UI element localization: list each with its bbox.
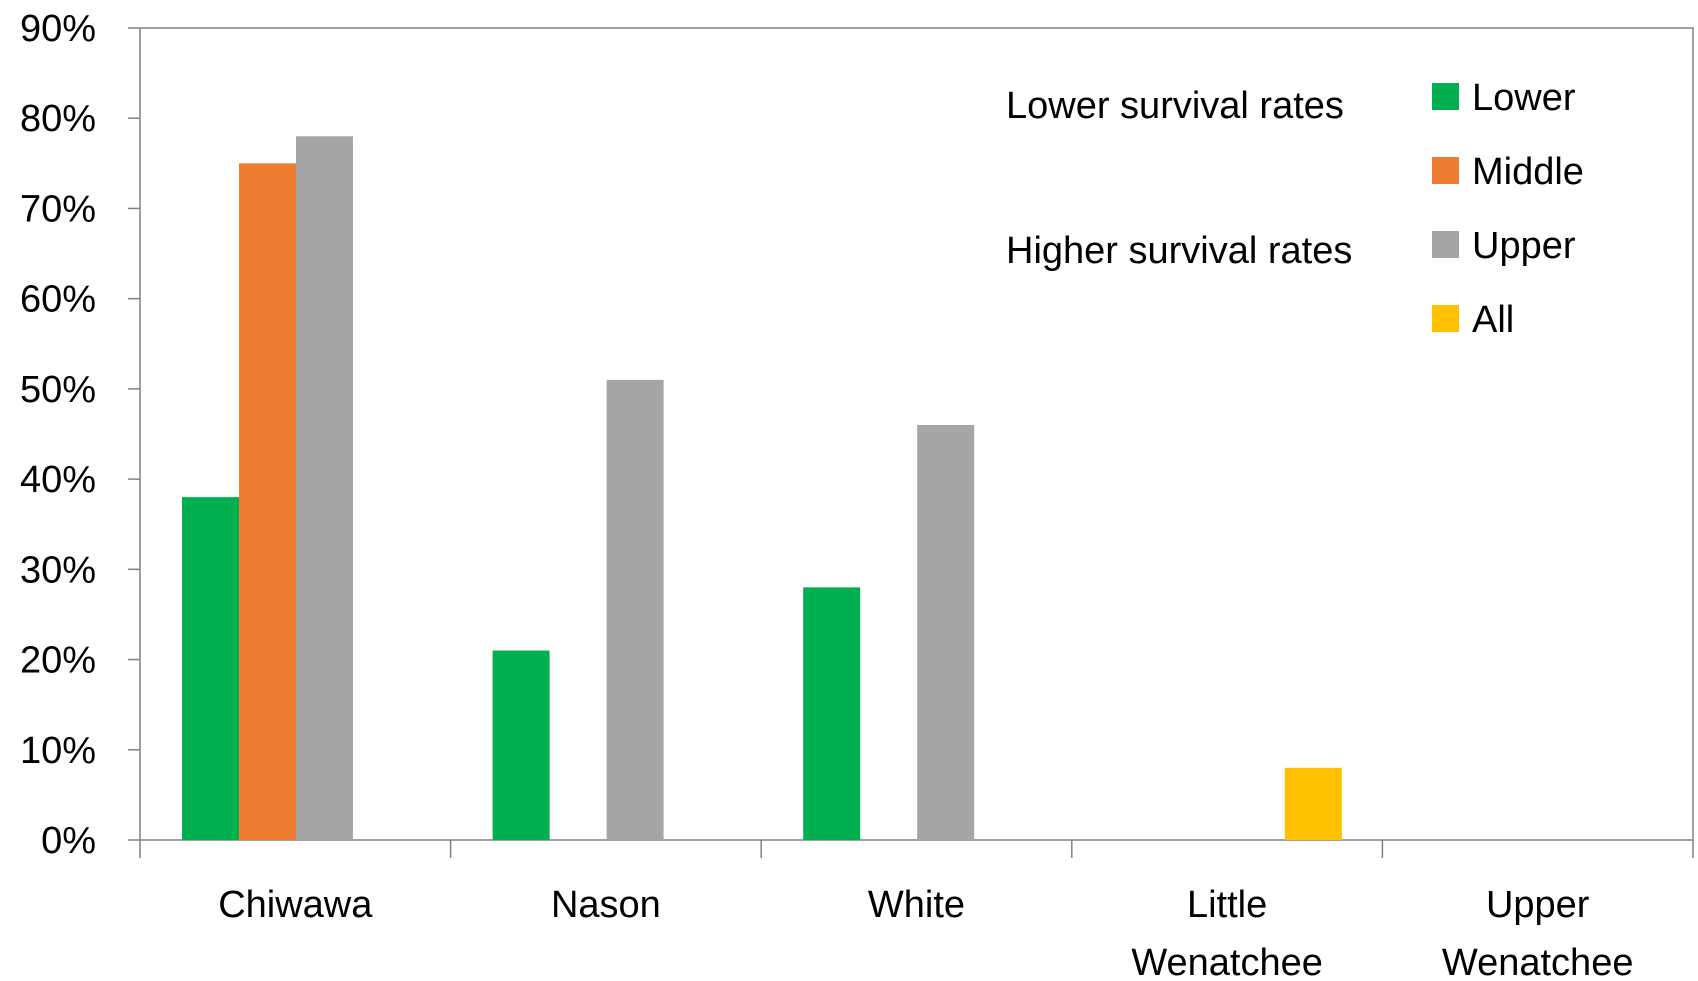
bar-upper-0: [296, 136, 353, 840]
legend-label-upper: Upper: [1472, 225, 1576, 267]
y-tick-label: 60%: [20, 279, 96, 321]
y-tick-label: 10%: [20, 730, 96, 772]
legend-label-middle: Middle: [1472, 151, 1584, 193]
legend-label-all: All: [1472, 299, 1514, 341]
y-tick-label: 30%: [20, 549, 96, 591]
plot-border: [139, 27, 1694, 841]
y-tick-label: 0%: [41, 820, 96, 862]
bar-lower-0: [182, 497, 239, 840]
legend-swatch-all: [1432, 305, 1459, 332]
x-axis: Chiwawa Nason White Little Wenatchee Upper Wen…: [139, 840, 1694, 981]
y-tick-label: 80%: [20, 98, 96, 140]
y-tick-label: 70%: [20, 188, 96, 230]
y-tick-label: 40%: [20, 459, 96, 501]
bar-lower-2: [803, 587, 861, 840]
annotation-label: Higher survival rates: [1006, 230, 1352, 272]
annotations: Lower survival rates Higher survival rate…: [1006, 85, 1352, 272]
bar-middle-0: [239, 163, 296, 841]
bar-lower-1: [492, 650, 550, 840]
legend: Lower Middle Upper All: [1432, 77, 1584, 341]
y-tick-label: 50%: [20, 369, 96, 411]
x-tick-label: Wenatchee: [1131, 942, 1323, 981]
y-axis: 0% 10% 20% 30% 40% 50% 60% 70% 80% 90%: [20, 8, 140, 862]
legend-swatch-upper: [1432, 231, 1459, 258]
legend-swatch-middle: [1432, 157, 1459, 184]
x-tick-label: Upper: [1486, 884, 1590, 926]
bar-upper-2: [917, 424, 975, 840]
annotation-label: Lower survival rates: [1006, 85, 1344, 127]
x-tick-label: Little: [1187, 884, 1267, 926]
x-tick-label: Wenatchee: [1442, 942, 1634, 981]
bars: [182, 136, 1342, 841]
legend-swatch-lower: [1432, 83, 1459, 110]
bar-all-3: [1284, 767, 1342, 840]
y-tick-label: 90%: [20, 8, 96, 50]
x-tick-label: White: [868, 884, 965, 926]
x-tick-label: Chiwawa: [218, 884, 373, 926]
plot-frame: [139, 27, 1694, 841]
legend-label-lower: Lower: [1472, 77, 1576, 119]
y-tick-label: 20%: [20, 640, 96, 682]
x-tick-label: Nason: [551, 884, 661, 926]
bar-upper-1: [606, 379, 664, 840]
